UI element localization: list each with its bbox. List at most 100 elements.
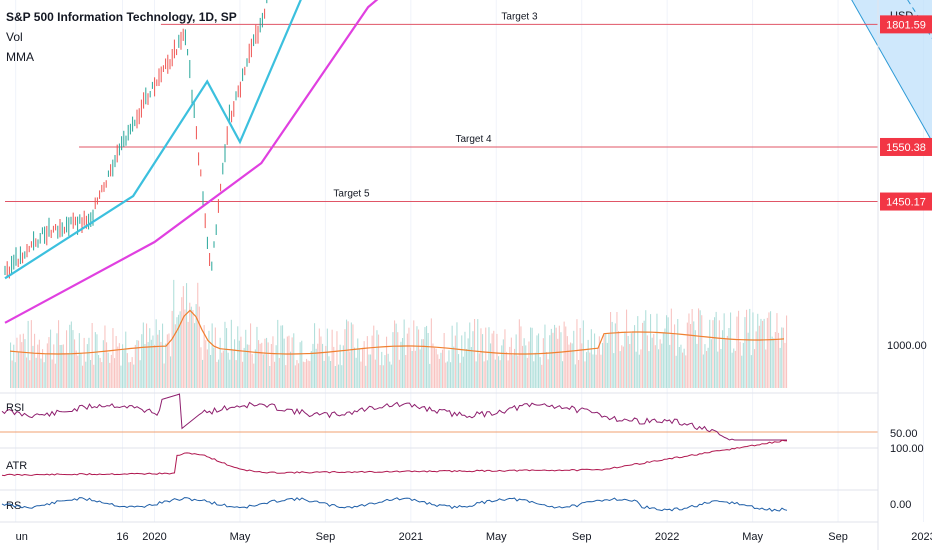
volume-bar	[154, 344, 156, 388]
volume-bar	[250, 323, 252, 388]
volume-bar	[290, 351, 292, 388]
volume-bar	[501, 345, 503, 388]
volume-bar	[619, 351, 621, 388]
volume-bar	[474, 319, 476, 388]
volume-bar	[626, 309, 628, 388]
volume-bar	[499, 360, 501, 388]
volume-bar	[778, 332, 780, 388]
volume-bar	[365, 365, 367, 388]
volume-bar	[362, 347, 364, 388]
volume-bar	[283, 338, 285, 388]
volume-bar	[750, 355, 752, 388]
volume-bar	[442, 349, 444, 388]
volume-bar	[654, 345, 656, 388]
volume-bar	[376, 330, 378, 388]
volume-bar	[504, 329, 506, 388]
volume-bar	[134, 344, 136, 388]
volume-bar	[736, 316, 738, 388]
volume-bar	[218, 359, 220, 388]
volume-bar	[104, 325, 106, 388]
volume-bar	[330, 361, 332, 388]
volume-bar	[614, 323, 616, 388]
volume-bar	[37, 344, 39, 388]
volume-bar	[51, 359, 53, 388]
volume-bar	[374, 359, 376, 388]
volume-bar	[507, 360, 509, 388]
volume-bar	[224, 321, 226, 388]
volume-bar	[672, 333, 674, 388]
x-tick-label: 2020	[142, 531, 166, 543]
volume-bar	[342, 345, 344, 388]
volume-bar	[30, 320, 32, 388]
volume-bar	[707, 347, 709, 388]
volume-bar	[291, 337, 293, 388]
volume-bar	[490, 343, 492, 388]
volume-bar	[43, 362, 45, 388]
volume-bar	[190, 306, 192, 388]
volume-bar	[101, 362, 103, 388]
volume-bar	[194, 323, 196, 388]
volume-bar	[451, 325, 453, 388]
volume-bar	[534, 352, 536, 388]
volume-bar	[74, 339, 76, 388]
volume-bar	[123, 349, 125, 388]
volume-bar	[555, 327, 557, 388]
volume-bar	[27, 320, 29, 388]
volume-bar	[453, 346, 455, 388]
volume-bar	[294, 365, 296, 388]
indicator-mma-label[interactable]: MMA	[6, 50, 34, 64]
volume-bar	[198, 306, 200, 388]
volume-bar	[395, 323, 397, 388]
volume-bar	[533, 361, 535, 388]
x-tick-label: un	[16, 531, 28, 543]
volume-bar	[704, 344, 706, 388]
volume-bar	[184, 309, 186, 388]
target-label: Target 3	[501, 11, 538, 22]
volume-bar	[352, 324, 354, 388]
volume-bar	[562, 361, 564, 388]
volume-bar	[267, 342, 269, 388]
volume-bar	[683, 348, 685, 388]
volume-bar	[120, 365, 122, 388]
volume-bar	[402, 338, 404, 388]
volume-bar	[67, 353, 69, 388]
volume-bar	[424, 327, 426, 388]
volume-bar	[749, 308, 751, 388]
volume-bar	[467, 338, 469, 388]
volume-bar	[331, 329, 333, 388]
volume-bar	[531, 327, 533, 388]
volume-bar	[50, 329, 52, 388]
volume-bar	[482, 334, 484, 388]
volume-bar	[328, 356, 330, 388]
volume-bar	[243, 347, 245, 388]
rs-tick-label: 0.00	[890, 499, 911, 511]
volume-bar	[784, 342, 786, 388]
volume-bar	[192, 310, 194, 388]
volume-bar	[99, 357, 101, 388]
volume-bar	[592, 354, 594, 388]
volume-bar	[558, 325, 560, 388]
volume-bar	[171, 310, 173, 388]
indicator-vol-label[interactable]: Vol	[6, 30, 23, 44]
volume-bar	[728, 328, 730, 388]
volume-bar	[763, 318, 765, 388]
volume-bar	[549, 335, 551, 388]
volume-bar	[91, 323, 93, 388]
volume-bar	[64, 353, 66, 388]
volume-bar	[656, 313, 658, 388]
volume-bar	[506, 351, 508, 388]
volume-bar	[174, 324, 176, 388]
volume-bar	[72, 330, 74, 388]
volume-bar	[427, 333, 429, 388]
volume-bar	[586, 352, 588, 388]
volume-bar	[139, 360, 141, 388]
volume-bar	[130, 362, 132, 388]
volume-bar	[157, 334, 159, 388]
volume-bar	[208, 330, 210, 388]
volume-bar	[430, 318, 432, 388]
volume-bar	[106, 342, 108, 388]
price-pane	[4, 0, 379, 324]
volume-bar	[472, 331, 474, 388]
volume-bar	[131, 357, 133, 388]
